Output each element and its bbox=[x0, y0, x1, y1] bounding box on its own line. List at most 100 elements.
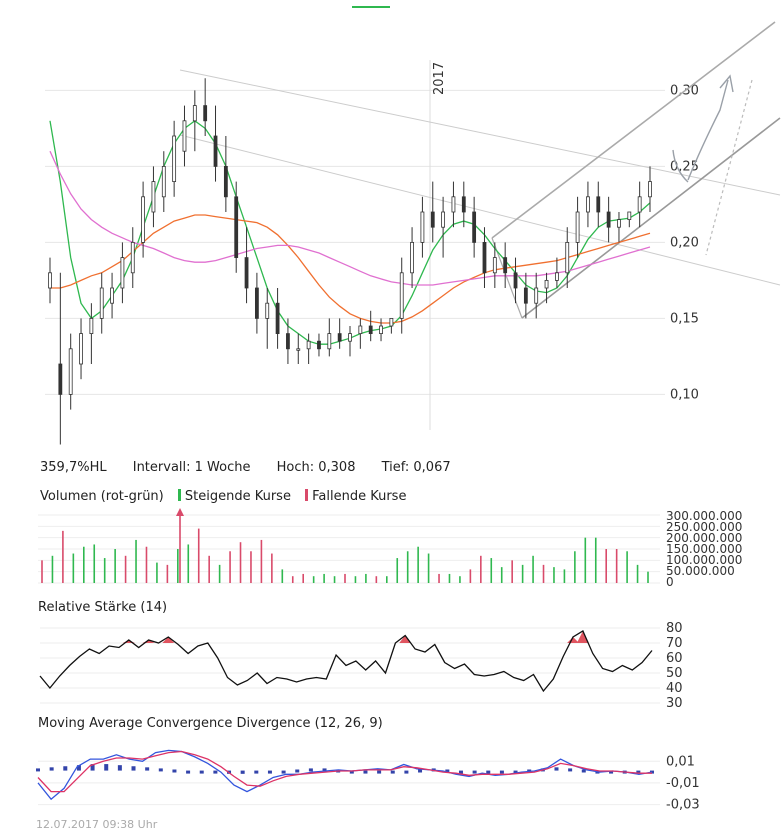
timestamp: 12.07.2017 09:38 Uhr bbox=[36, 818, 158, 831]
macd-histogram-bar bbox=[390, 770, 395, 774]
volume-tick-label: 0 bbox=[666, 575, 674, 589]
candle-body bbox=[482, 241, 487, 274]
candle-body bbox=[379, 325, 383, 334]
candle-body bbox=[586, 196, 590, 213]
macd-histogram-bar bbox=[458, 770, 463, 774]
candle-body bbox=[192, 105, 197, 122]
candle-body bbox=[327, 333, 332, 350]
rising-swatch-icon bbox=[177, 489, 181, 501]
candle-body bbox=[461, 196, 466, 213]
volume-tick-label: 50.000.000 bbox=[666, 564, 735, 578]
candle-body bbox=[89, 317, 94, 334]
candle-body bbox=[337, 333, 342, 342]
rsi-tick-label: 40 bbox=[666, 681, 683, 696]
macd-histogram-bar bbox=[513, 770, 518, 774]
macd-histogram-bar bbox=[267, 770, 272, 774]
macd-tick-label: 0,01 bbox=[666, 754, 695, 769]
macd-histogram-bar bbox=[636, 770, 641, 774]
macd-histogram-bar bbox=[499, 770, 504, 774]
candle-body bbox=[420, 211, 425, 243]
macd-histogram-bar bbox=[322, 768, 327, 772]
macd-tick-label: -0,03 bbox=[666, 798, 700, 813]
signal-line bbox=[37, 750, 652, 793]
candle-body bbox=[58, 363, 63, 395]
macd-histogram-bar bbox=[186, 770, 191, 774]
price-tick-label: 0,20 bbox=[670, 235, 699, 250]
volume-tick-label: 300.000.000 bbox=[666, 509, 742, 523]
macd-histogram-bar bbox=[568, 768, 573, 772]
macd-histogram-bar bbox=[472, 770, 477, 774]
falling-swatch-icon bbox=[305, 489, 309, 501]
macd-histogram-bar bbox=[295, 769, 300, 773]
candle-body bbox=[306, 340, 311, 350]
candle-body bbox=[151, 181, 156, 213]
candle-body bbox=[451, 196, 456, 213]
macd-histogram-bar bbox=[76, 765, 81, 771]
candle-body bbox=[472, 211, 477, 243]
macd-histogram-bar bbox=[240, 770, 245, 774]
channel-line-bottom bbox=[521, 117, 781, 319]
candle-body bbox=[596, 196, 601, 213]
interval-label[interactable]: Intervall: 1 Woche bbox=[132, 460, 251, 475]
candle-body bbox=[223, 165, 228, 198]
macd-histogram-bar bbox=[104, 764, 109, 771]
candle-body bbox=[234, 196, 239, 259]
volume-tick-label: 100.000.000 bbox=[666, 553, 742, 567]
macd-histogram-bar bbox=[445, 769, 450, 773]
candle-body bbox=[130, 241, 135, 274]
candle-body bbox=[554, 272, 559, 281]
rsi-overbought-area bbox=[162, 637, 175, 643]
candle-body bbox=[48, 272, 52, 289]
rsi-tick-label: 30 bbox=[666, 696, 683, 711]
candle-body bbox=[565, 241, 570, 274]
candle-body bbox=[244, 257, 249, 289]
trendline-upper bbox=[179, 69, 781, 196]
forecast-dotted bbox=[705, 79, 753, 256]
macd-histogram-bar bbox=[63, 766, 68, 771]
candle-body bbox=[182, 120, 187, 152]
year-label: 2017 bbox=[432, 62, 447, 95]
macd-histogram-bar bbox=[199, 770, 204, 774]
candle-body bbox=[172, 135, 177, 182]
macd-histogram-bar bbox=[349, 770, 354, 774]
candle-body bbox=[348, 333, 352, 342]
macd-histogram-bar bbox=[404, 770, 409, 774]
rsi-line bbox=[39, 630, 653, 693]
candle-body bbox=[410, 241, 414, 274]
candle-body bbox=[606, 211, 611, 228]
channel-line-top bbox=[491, 21, 776, 239]
rsi-tick-label: 60 bbox=[666, 651, 683, 666]
falling-label: Fallende Kurse bbox=[312, 489, 407, 504]
macd-histogram-bar bbox=[90, 764, 95, 771]
candle-body bbox=[368, 325, 373, 334]
rsi-title: Relative Stärke (14) bbox=[38, 600, 168, 615]
candle-body bbox=[110, 287, 114, 304]
volume-overflow-icon bbox=[176, 508, 184, 516]
macd-title: Moving Average Convergence Divergence (1… bbox=[38, 716, 383, 731]
candle-body bbox=[513, 272, 518, 289]
high-label: Hoch: 0,308 bbox=[276, 460, 356, 475]
candle-body bbox=[265, 302, 270, 319]
candle-body bbox=[637, 196, 642, 213]
candle-body bbox=[648, 181, 652, 198]
macd-histogram-bar bbox=[158, 768, 163, 772]
macd-histogram-bar bbox=[145, 767, 150, 771]
candle-body bbox=[534, 287, 539, 304]
candle-body bbox=[68, 348, 73, 395]
candle-body bbox=[296, 348, 301, 351]
candle-body bbox=[99, 287, 104, 319]
candle-body bbox=[430, 211, 435, 228]
macd-histogram-bar bbox=[418, 769, 423, 773]
change-percent: 359,7%HL bbox=[40, 460, 107, 475]
rising-label: Steigende Kurse bbox=[184, 489, 291, 504]
price-tick-label: 0,15 bbox=[670, 311, 699, 326]
candle-body bbox=[120, 257, 125, 289]
volume-tick-label: 200.000.000 bbox=[666, 531, 742, 545]
price-tick-label: 0,25 bbox=[670, 159, 699, 174]
candle-body bbox=[275, 302, 280, 335]
macd-histogram-bar bbox=[172, 769, 177, 773]
price-tick-label: 0,10 bbox=[670, 387, 699, 402]
rsi-overbought-area bbox=[576, 631, 589, 643]
macd-histogram-bar bbox=[554, 767, 559, 771]
macd-histogram-bar bbox=[581, 769, 586, 773]
